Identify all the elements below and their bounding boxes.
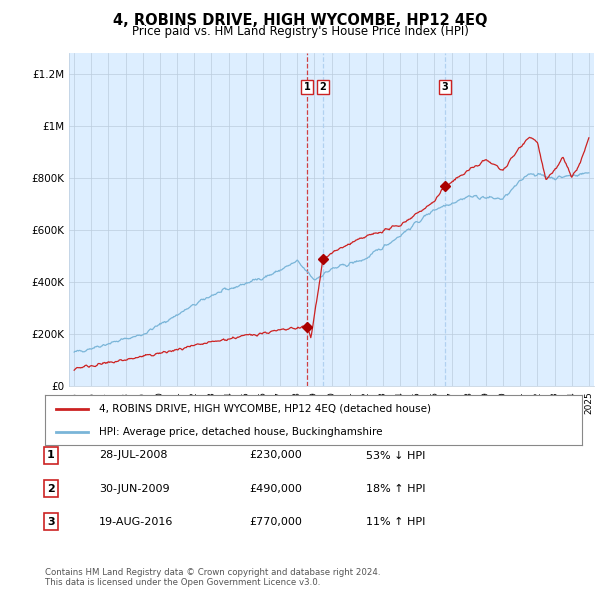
Text: 3: 3 <box>442 82 449 92</box>
Text: 28-JUL-2008: 28-JUL-2008 <box>99 451 167 460</box>
Text: £770,000: £770,000 <box>249 517 302 526</box>
Text: £490,000: £490,000 <box>249 484 302 493</box>
Text: Contains HM Land Registry data © Crown copyright and database right 2024.
This d: Contains HM Land Registry data © Crown c… <box>45 568 380 587</box>
Text: 4, ROBINS DRIVE, HIGH WYCOMBE, HP12 4EQ: 4, ROBINS DRIVE, HIGH WYCOMBE, HP12 4EQ <box>113 13 487 28</box>
Text: 1: 1 <box>47 451 55 460</box>
Text: 4, ROBINS DRIVE, HIGH WYCOMBE, HP12 4EQ (detached house): 4, ROBINS DRIVE, HIGH WYCOMBE, HP12 4EQ … <box>98 404 431 414</box>
Text: 53% ↓ HPI: 53% ↓ HPI <box>366 451 425 460</box>
Text: 2: 2 <box>47 484 55 493</box>
Text: 18% ↑ HPI: 18% ↑ HPI <box>366 484 425 493</box>
Text: HPI: Average price, detached house, Buckinghamshire: HPI: Average price, detached house, Buck… <box>98 427 382 437</box>
Text: 30-JUN-2009: 30-JUN-2009 <box>99 484 170 493</box>
Text: Price paid vs. HM Land Registry's House Price Index (HPI): Price paid vs. HM Land Registry's House … <box>131 25 469 38</box>
Text: £230,000: £230,000 <box>249 451 302 460</box>
Text: 19-AUG-2016: 19-AUG-2016 <box>99 517 173 526</box>
Text: 11% ↑ HPI: 11% ↑ HPI <box>366 517 425 526</box>
Text: 1: 1 <box>304 82 310 92</box>
Text: 3: 3 <box>47 517 55 526</box>
Text: 2: 2 <box>320 82 326 92</box>
